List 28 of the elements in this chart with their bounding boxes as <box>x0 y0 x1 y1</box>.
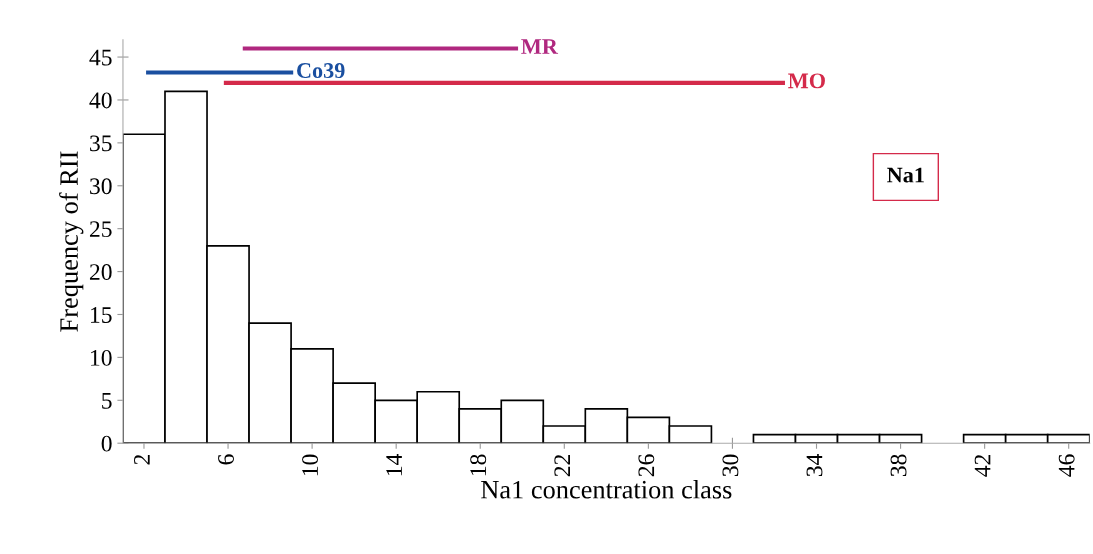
x-tick-label: 26 <box>638 454 655 477</box>
x-tick-label: 42 <box>974 454 991 477</box>
x-tick-label: 14 <box>386 453 402 476</box>
series-label: MO <box>788 73 825 89</box>
series-label: MR <box>521 39 559 54</box>
x-tick-label: 46 <box>1058 454 1075 477</box>
y-tick-label: 35 <box>90 135 112 152</box>
x-tick-label: 22 <box>554 454 570 477</box>
y-tick-label: 15 <box>91 307 112 323</box>
y-tick-label: 30 <box>90 178 112 195</box>
x-tick-label: 10 <box>302 454 319 476</box>
x-tick-label: 34 <box>806 453 823 477</box>
y-tick-label: 0 <box>101 435 112 452</box>
x-tick-label: 18 <box>470 454 487 476</box>
y-tick-label: 10 <box>91 349 112 366</box>
x-tick-label: 38 <box>890 454 907 477</box>
x-tick-label: 2 <box>134 454 150 465</box>
y-tick-label: 45 <box>89 49 112 66</box>
y-tick-label: 25 <box>89 221 112 238</box>
y-tick-label: 20 <box>89 264 112 280</box>
y-tick-label: 5 <box>102 393 112 409</box>
x-tick-label: 30 <box>722 454 739 477</box>
y-tick-label: 40 <box>89 92 112 109</box>
series-label: Co39 <box>297 63 345 79</box>
y-axis-title: Frequency of RII <box>59 151 84 332</box>
annotation: Na1 <box>887 167 924 183</box>
x-axis-title: Na1 concentration class <box>481 480 732 499</box>
x-tick-label: 6 <box>218 454 234 465</box>
